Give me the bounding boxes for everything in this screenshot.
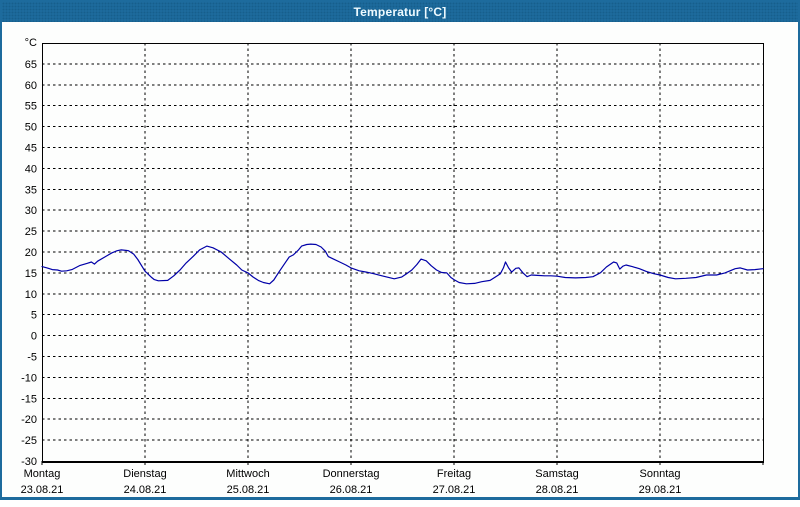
- y-axis-tick-label: 65: [25, 59, 37, 71]
- x-axis-date-label: 23.08.21: [21, 484, 64, 496]
- window-title: Temperatur [°C]: [353, 5, 447, 19]
- y-axis-tick-label: -20: [21, 414, 37, 426]
- temperature-chart: 65605550454035302520151050-5-10-15-20-25…: [21, 37, 764, 496]
- x-axis-date-label: 28.08.21: [536, 484, 579, 496]
- plot-area: 65 60 55 50 45 40 35 30 25 20 15 10 5 0 -5 -10 -15 -20 -25…: [2, 24, 798, 497]
- y-axis-tick-label: 60: [25, 80, 37, 92]
- y-axis-tick-label: -30: [21, 456, 37, 468]
- y-axis-tick-label: -10: [21, 372, 37, 384]
- y-axis-tick-label: 20: [25, 247, 37, 259]
- x-axis-day-label: Donnerstag: [323, 468, 380, 480]
- y-axis-tick-label: -25: [21, 435, 37, 447]
- y-axis-tick-label: 10: [25, 289, 37, 301]
- x-axis-day-label: Montag: [24, 468, 61, 480]
- x-axis-date-label: 26.08.21: [330, 484, 373, 496]
- title-bar: Temperatur [°C]: [2, 2, 798, 22]
- x-axis-day-label: Samstag: [535, 468, 578, 480]
- x-axis-date-label: 29.08.21: [639, 484, 682, 496]
- x-axis-day-label: Dienstag: [123, 468, 166, 480]
- y-axis-tick-label: 25: [25, 226, 37, 238]
- x-axis-day-label: Mittwoch: [226, 468, 269, 480]
- y-axis-tick-label: 45: [25, 143, 37, 155]
- y-axis-tick-label: -5: [27, 352, 37, 364]
- plot-frame: [42, 43, 764, 462]
- y-axis-unit-label: °C: [25, 37, 37, 49]
- y-axis-tick-label: 30: [25, 205, 37, 217]
- x-axis-day-label: Sonntag: [640, 468, 681, 480]
- y-axis-tick-label: 15: [25, 268, 37, 280]
- x-axis-date-label: 24.08.21: [124, 484, 167, 496]
- y-axis-tick-label: 40: [25, 163, 37, 175]
- y-axis-tick-label: 5: [31, 310, 37, 322]
- y-axis-tick-label: 55: [25, 101, 37, 113]
- y-axis-tick-label: 50: [25, 122, 37, 134]
- temperature-line: [41, 243, 764, 285]
- x-axis-day-label: Freitag: [437, 468, 471, 480]
- y-axis-tick-label: 0: [31, 331, 37, 343]
- y-axis-tick-label: -15: [21, 393, 37, 405]
- x-axis-date-label: 25.08.21: [227, 484, 270, 496]
- x-axis-date-label: 27.08.21: [433, 484, 476, 496]
- y-axis-tick-label: 35: [25, 184, 37, 196]
